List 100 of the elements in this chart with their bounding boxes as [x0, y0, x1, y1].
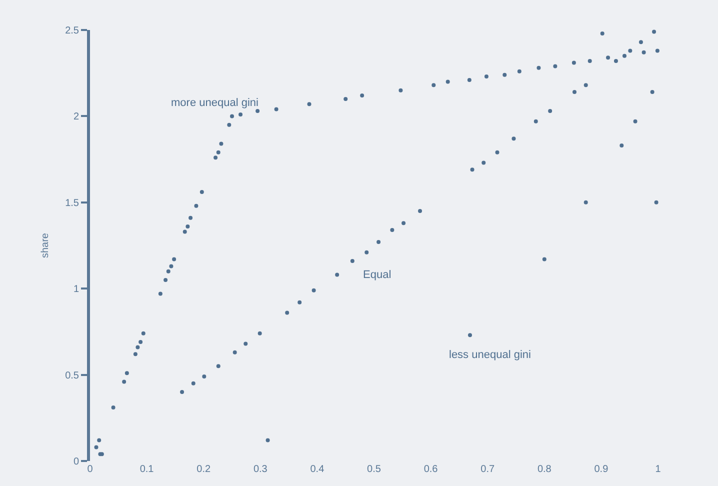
point [517, 69, 522, 74]
point [335, 272, 340, 277]
point [542, 257, 546, 262]
point [364, 250, 369, 254]
point [606, 56, 610, 60]
point [418, 209, 422, 214]
point [633, 119, 638, 124]
point [553, 64, 558, 68]
point [622, 54, 626, 58]
point [307, 102, 312, 106]
point [124, 371, 129, 376]
point [111, 406, 116, 410]
point [470, 168, 474, 172]
y-tick-label: 1.5 [65, 198, 80, 209]
series-label: Equal [363, 269, 392, 281]
point [588, 59, 592, 64]
point [216, 364, 220, 368]
x-tick-label: 0.8 [537, 464, 552, 475]
point [620, 144, 624, 148]
point [484, 74, 488, 79]
point [534, 119, 538, 124]
point [164, 278, 168, 282]
point [402, 221, 406, 226]
point [191, 381, 196, 386]
x-tick-label: 0 [87, 464, 94, 475]
point [200, 190, 204, 194]
point [654, 200, 658, 204]
point [638, 40, 643, 44]
x-tick-label: 0.5 [367, 464, 382, 475]
point [390, 228, 394, 232]
point [138, 340, 143, 344]
point [256, 109, 260, 114]
point [202, 374, 206, 379]
x-tick-label: 0.6 [424, 464, 438, 475]
point [495, 150, 500, 154]
point [227, 122, 232, 127]
y-tick-label: 1 [73, 284, 80, 296]
point [482, 160, 486, 165]
x-tick-label: 0.9 [594, 464, 609, 475]
point [446, 80, 450, 84]
point [642, 50, 646, 54]
point [398, 88, 403, 92]
point [94, 445, 98, 450]
point [230, 114, 234, 118]
point [350, 259, 354, 264]
point [169, 264, 174, 268]
point [232, 350, 237, 354]
point [572, 60, 576, 65]
x-tick-label: 0.1 [140, 464, 154, 475]
x-tick-label: 0.2 [196, 464, 211, 475]
point [166, 269, 170, 274]
point [536, 66, 541, 70]
point [158, 292, 162, 296]
point [512, 136, 516, 141]
point [214, 156, 218, 160]
point [360, 94, 364, 98]
point [274, 107, 278, 112]
point [628, 48, 632, 53]
point [584, 83, 588, 88]
point [376, 240, 381, 244]
point [182, 230, 187, 234]
point [216, 150, 220, 154]
point [468, 333, 472, 338]
point [467, 78, 472, 82]
point [122, 380, 126, 384]
x-tick-label: 0.7 [480, 464, 495, 475]
point [136, 345, 140, 350]
point [614, 59, 618, 64]
y-tick-label: 2 [73, 112, 80, 123]
point [141, 331, 146, 336]
y-tick-label: 2.5 [65, 26, 80, 36]
point [258, 331, 262, 336]
point [600, 31, 604, 36]
point [655, 48, 660, 53]
point [650, 90, 654, 94]
x-tick-label: 0.4 [310, 464, 325, 475]
point [186, 224, 190, 229]
point [502, 72, 507, 77]
point [238, 112, 243, 116]
point [584, 200, 588, 204]
x-tick-label: 1 [655, 464, 662, 475]
point [188, 216, 193, 220]
point [298, 300, 302, 304]
point [548, 109, 552, 114]
y-tick-label: 0 [73, 456, 80, 468]
y-tick-label: 0.5 [65, 370, 80, 382]
text: less unequal gini [449, 349, 531, 361]
series-label: more unequal gini [171, 97, 258, 109]
point [133, 352, 138, 356]
point [285, 310, 290, 315]
point [219, 142, 224, 146]
y-axis-title: share [40, 232, 52, 258]
point [652, 30, 656, 34]
x-tick-label: 0.3 [253, 464, 268, 475]
point [344, 96, 348, 101]
point [172, 257, 176, 262]
point [180, 390, 184, 394]
point [312, 288, 316, 292]
point [266, 438, 270, 442]
point [97, 438, 102, 442]
